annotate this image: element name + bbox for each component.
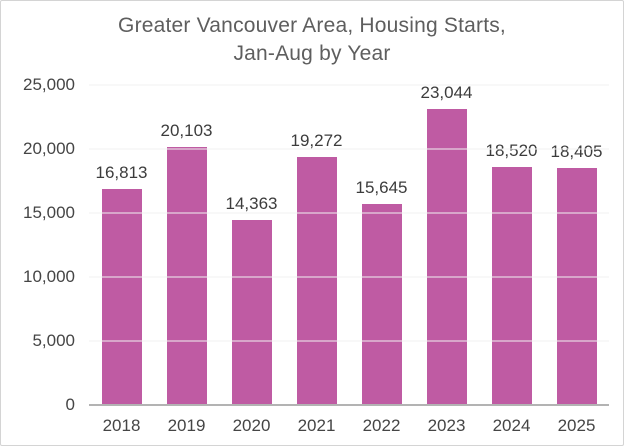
chart-title-line-1: Greater Vancouver Area, Housing Starts, [118,14,506,37]
bar-value-label: 18,405 [550,142,603,162]
bar-column: 23,044 2023 [414,83,479,435]
gridline [89,276,609,278]
bar-column: 20,103 2019 [154,85,219,435]
y-tick-label: 10,000 [23,267,75,286]
bar-column: 16,813 2018 [89,85,154,435]
bar[interactable] [491,166,532,404]
y-tick-label: 25,000 [23,75,75,94]
y-tick-label: 15,000 [23,203,75,222]
gridline [89,212,609,214]
bar[interactable] [426,109,467,404]
x-tick-label: 2019 [167,416,206,435]
bar-value-label: 15,645 [355,177,408,197]
x-tick-label: 2018 [102,416,141,435]
y-tick-label: 0 [65,395,75,414]
bar-column: 19,272 2021 [284,85,349,435]
y-tick-label: 5,000 [32,331,75,350]
gridline [89,340,609,342]
bar[interactable] [296,157,337,404]
chart-title-line-2: Jan-Aug by Year [233,42,391,65]
bar[interactable] [101,188,142,404]
chart-title: Greater Vancouver Area, Housing Starts, … [1,12,623,68]
gridline [89,148,609,150]
bar[interactable] [166,146,207,404]
bar-column: 14,363 2020 [219,85,284,435]
x-tick-label: 2021 [297,416,336,435]
bar-value-label: 19,272 [290,131,343,151]
x-tick-label: 2024 [492,416,531,435]
x-tick-label: 2022 [362,416,401,435]
bars-container: 16,813 2018 20,103 2019 14,363 2020 19,272 2021… [89,83,609,435]
x-tick-label: 2025 [557,416,596,435]
bar-column: 15,645 2022 [349,85,414,435]
plot-area: 16,813 2018 20,103 2019 14,363 2020 19,272 2021… [23,75,609,435]
bar-value-label: 14,363 [225,194,278,214]
bar-value-label: 16,813 [95,162,148,182]
bar[interactable] [231,220,272,404]
gridline [89,84,609,86]
x-axis-line [89,404,609,406]
bar-column: 18,405 2025 [544,85,609,435]
bar[interactable] [361,203,402,404]
x-tick-label: 2023 [427,416,466,435]
x-tick-label: 2020 [232,416,271,435]
bar-value-label: 18,520 [485,140,538,160]
y-tick-label: 20,000 [23,139,75,158]
bar[interactable] [556,168,597,404]
bar-column: 18,520 2024 [479,85,544,435]
bar-value-label: 20,103 [160,120,213,140]
bar-value-label: 23,044 [420,83,473,103]
